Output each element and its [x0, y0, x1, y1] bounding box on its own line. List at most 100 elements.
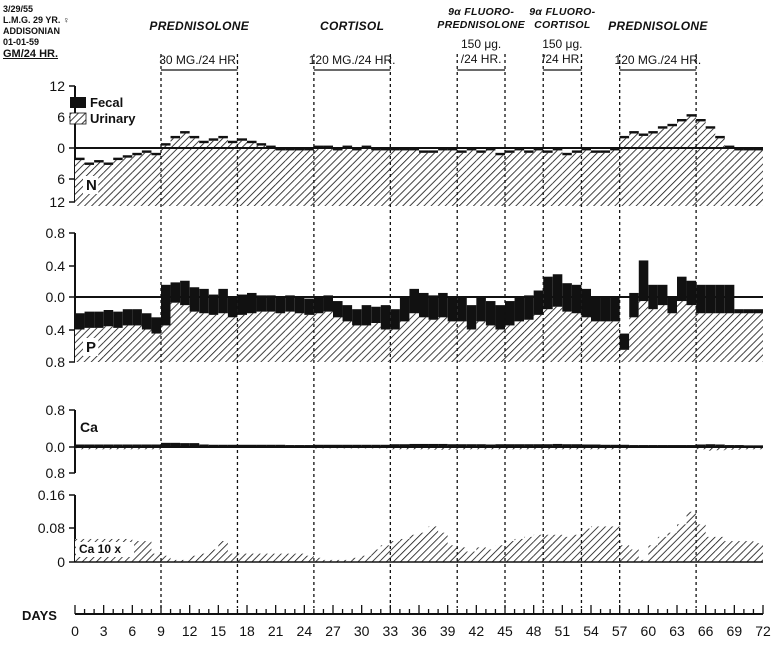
fecal-bar [428, 295, 439, 320]
unit-label: GM/24 HR. [3, 48, 59, 60]
urinary-bar [399, 321, 410, 362]
fecal-bar [390, 309, 400, 330]
urinary-bar [715, 447, 725, 451]
urinary-bar [476, 447, 486, 450]
fecal-bar [505, 444, 515, 447]
urinary-bar [696, 447, 706, 450]
x-tick-label: 12 [182, 623, 198, 639]
fecal-bar [189, 443, 200, 447]
urinary-bar [304, 555, 314, 562]
legend-urinary-label: Urinary [90, 111, 136, 126]
urinary-bar [352, 557, 362, 562]
urinary-bar [103, 164, 114, 206]
fecal-bar [361, 305, 372, 326]
urinary-bar [313, 557, 324, 562]
fecal-bar [94, 444, 104, 447]
fecal-bar [237, 444, 247, 447]
fecal-bar [361, 145, 372, 148]
fecal-bar [428, 150, 439, 153]
urinary-bar [371, 549, 381, 562]
y-tick-label: 12 [49, 194, 65, 210]
treatment-name-line: PREDNISOLONE [437, 19, 525, 31]
x-tick-label: 33 [383, 623, 399, 639]
urinary-bar [591, 447, 601, 450]
urinary-bar [122, 447, 133, 450]
urinary-bar [514, 538, 525, 562]
fecal-bar [380, 305, 391, 330]
urinary-bar [180, 305, 190, 362]
fecal-bar [132, 152, 142, 156]
urinary-bar [505, 325, 515, 362]
urinary-bar [103, 447, 114, 450]
x-tick-label: 30 [354, 623, 370, 639]
fecal-bar [600, 297, 611, 322]
fecal-bar [208, 138, 219, 141]
fecal-bar [151, 444, 161, 447]
fecal-bar [199, 444, 209, 447]
fecal-bar [619, 333, 630, 350]
urinary-bar [552, 447, 563, 450]
urinary-bar [266, 148, 276, 206]
fecal-bar [141, 150, 152, 153]
urinary-bar [686, 511, 697, 562]
x-tick-label: 42 [469, 623, 485, 639]
urinary-bar [247, 313, 257, 362]
urinary-bar [734, 313, 744, 362]
urinary-bar [514, 321, 525, 362]
fecal-bar [476, 444, 486, 447]
urinary-bar [715, 536, 725, 562]
y-tick-label: 0.8 [46, 402, 66, 418]
urinary-bar [686, 116, 697, 206]
urinary-bar [734, 541, 744, 562]
fecal-bar [447, 148, 458, 151]
urinary-bar [161, 145, 171, 206]
legend-urinary-swatch [69, 112, 87, 125]
urinary-bar [333, 150, 343, 206]
urinary-bar [495, 545, 505, 562]
fecal-bar [705, 284, 716, 314]
urinary-bar [466, 447, 477, 450]
urinary-bar [696, 121, 706, 206]
urinary-bar [581, 150, 591, 206]
urinary-bar [218, 541, 228, 562]
urinary-bar [380, 545, 391, 562]
urinary-bar [390, 329, 400, 362]
urinary-bar [648, 309, 658, 362]
fecal-bar [724, 145, 735, 148]
urinary-bar [371, 150, 381, 206]
fecal-bar [677, 276, 687, 302]
urinary-bar [648, 545, 658, 562]
urinary-bar [342, 559, 353, 562]
fecal-bar [514, 297, 525, 322]
fecal-bar [657, 284, 668, 306]
urinary-bar [686, 305, 697, 362]
urinary-bar [132, 155, 142, 206]
treatment-name: PREDNISOLONE [139, 20, 259, 33]
fecal-bar [227, 140, 238, 144]
x-tick-label: 9 [157, 623, 165, 639]
urinary-bar [294, 553, 305, 562]
urinary-bar [380, 329, 391, 362]
fecal-bar [189, 287, 200, 312]
x-tick-label: 57 [612, 623, 628, 639]
urinary-bar [380, 150, 391, 206]
fecal-bar [466, 148, 477, 151]
urinary-bar [543, 152, 553, 206]
urinary-bar [285, 311, 295, 362]
fecal-bar [208, 444, 219, 447]
urinary-bar [266, 311, 276, 362]
fecal-bar [180, 131, 190, 134]
fecal-bar [380, 444, 391, 447]
urinary-bar [447, 545, 458, 562]
urinary-bar [227, 143, 238, 206]
urinary-bar [466, 329, 477, 362]
header-date: 3/29/55 [3, 4, 34, 14]
urinary-bar [409, 534, 419, 562]
fecal-bar [638, 133, 649, 136]
fecal-bar [75, 444, 85, 447]
fecal-bar [94, 160, 104, 163]
urinary-bar [543, 309, 553, 362]
urinary-bar [495, 329, 505, 362]
fecal-bar [667, 297, 677, 314]
urinary-bar [457, 547, 467, 562]
